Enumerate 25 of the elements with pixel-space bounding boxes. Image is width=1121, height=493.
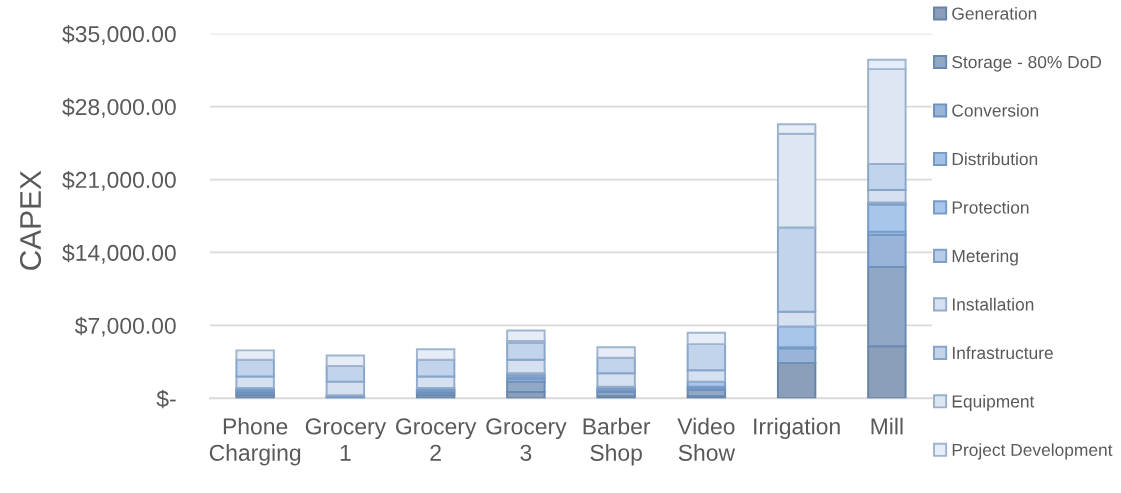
y-axis-title: CAPEX	[19, 170, 42, 270]
legend-label: Protection	[952, 200, 1029, 214]
legend-label: Generation	[952, 7, 1037, 20]
x-tick-label: Video Show	[677, 417, 736, 461]
legend-label: Infrastructure	[952, 346, 1053, 360]
x-tick-label: Grocery 1	[305, 418, 387, 461]
legend-label: Conversion	[952, 103, 1039, 117]
x-tick-label: Grocery 2	[396, 418, 477, 461]
x-tick-label: Phone Charging	[209, 417, 301, 466]
y-tick-label: $21,000.00	[62, 170, 176, 191]
y-tick-label: $-	[156, 389, 176, 409]
legend-label: Distribution	[952, 152, 1038, 166]
legend-label: Equipment	[952, 394, 1035, 411]
legend-label: Installation	[952, 297, 1034, 311]
legend-label: Storage - 80% DoD	[952, 55, 1102, 72]
y-tick-label: $14,000.00	[62, 243, 176, 264]
y-tick-label: $28,000.00	[62, 97, 176, 118]
y-tick-label: $7,000.00	[74, 316, 176, 337]
y-tick-label: $35,000.00	[62, 25, 176, 45]
x-tick-label: Mill	[871, 417, 903, 435]
x-tick-label: Irrigation	[754, 417, 840, 440]
x-tick-label: Grocery 3	[486, 418, 567, 461]
x-tick-label: Barber Shop	[583, 417, 651, 466]
legend-label: Project Development	[952, 443, 1113, 460]
legend-label: Metering	[952, 249, 1018, 266]
